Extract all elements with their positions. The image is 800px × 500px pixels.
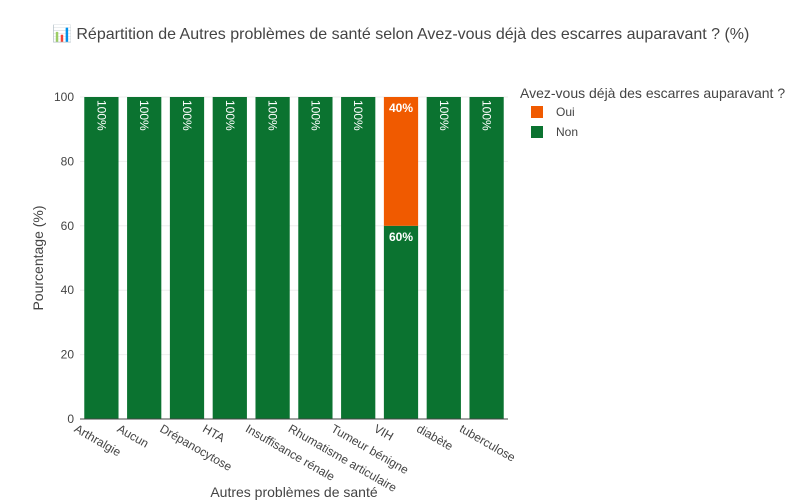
x-tick-label: Arthralgie — [72, 421, 124, 459]
x-tick-label: diabète — [414, 421, 455, 453]
y-tick-label: 0 — [67, 412, 74, 426]
bar-non-0[interactable] — [84, 97, 119, 419]
bar-data-label: 100% — [351, 100, 365, 131]
legend-title: Avez-vous déjà des escarres auparavant ? — [520, 85, 785, 101]
legend-swatch — [531, 106, 543, 118]
bar-non-3[interactable] — [212, 97, 247, 419]
bar-non-6[interactable] — [341, 97, 376, 419]
x-tick-label: tuberculose — [457, 421, 518, 464]
bar-data-label: 60% — [389, 230, 413, 244]
legend-item-non[interactable]: Non — [531, 125, 578, 139]
bar-oui-7[interactable] — [383, 97, 419, 226]
legend-swatch — [531, 126, 543, 138]
bar-labels: 100% 100% 100% 100% 100% 100% 100% 60% 40% 100% 10… — [94, 100, 493, 244]
bar-non-5[interactable] — [298, 97, 333, 419]
bar-data-label: 100% — [94, 100, 108, 131]
legend-label: Non — [556, 125, 578, 139]
bar-data-label: 100% — [137, 100, 151, 131]
chart-title-text: Répartition de Autres problèmes de santé… — [76, 26, 749, 43]
bar-non-4[interactable] — [255, 97, 290, 419]
legend[interactable]: Avez-vous déjà des escarres auparavant ?… — [520, 85, 785, 139]
legend-item-oui[interactable]: Oui — [531, 105, 575, 119]
x-tick-label: Drépanocytose — [158, 421, 235, 474]
x-axis-title: Autres problèmes de santé — [210, 484, 378, 500]
bar-data-label: 100% — [308, 100, 322, 131]
y-axis-title: Pourcentage (%) — [30, 205, 46, 310]
y-tick-label: 20 — [61, 348, 75, 362]
bar-non-2[interactable] — [169, 97, 205, 419]
bar-data-label: 100% — [437, 100, 451, 131]
bar-data-label: 100% — [266, 100, 280, 131]
y-tick-label: 80 — [61, 154, 75, 168]
y-axis-ticks: 0 20 40 60 80 100 — [54, 90, 74, 426]
y-tick-label: 60 — [61, 219, 75, 233]
bar-data-label: 40% — [389, 101, 413, 115]
bar-data-label: 100% — [223, 100, 237, 131]
bar-non-7[interactable] — [383, 225, 419, 419]
bar-data-label: 100% — [180, 100, 194, 131]
bars — [84, 97, 504, 419]
y-tick-label: 40 — [61, 283, 75, 297]
y-tick-label: 100 — [54, 90, 74, 104]
legend-label: Oui — [556, 105, 575, 119]
x-tick-label: VIH — [372, 421, 396, 443]
chart-title: 📊 Répartition de Autres problèmes de san… — [52, 24, 749, 43]
bar-non-1[interactable] — [127, 97, 162, 419]
x-tick-label: HTA — [200, 421, 227, 445]
chart-title-icon: 📊 — [52, 24, 76, 43]
bar-data-label: 100% — [480, 100, 494, 131]
bar-non-8[interactable] — [426, 97, 461, 419]
bar-non-9[interactable] — [469, 97, 504, 419]
